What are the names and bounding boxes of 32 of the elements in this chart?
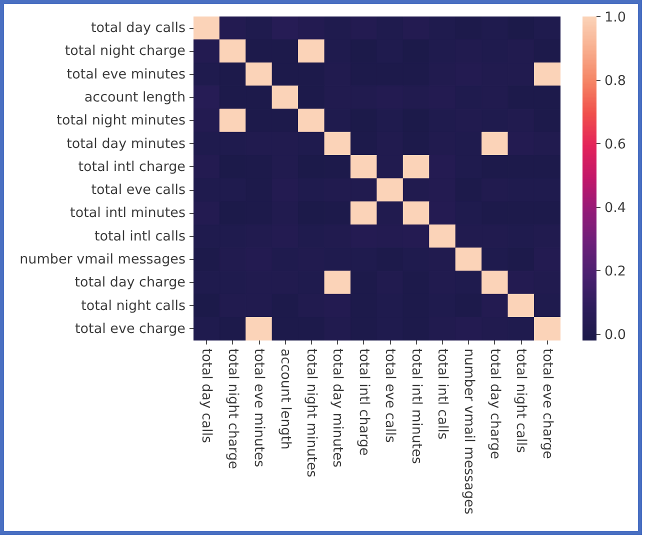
x-tick-label: account length <box>277 348 294 450</box>
color-bar-label: 0.4 <box>604 200 626 216</box>
y-tick-label: total eve minutes <box>66 66 186 82</box>
y-tick-label: account length <box>84 90 186 106</box>
y-tick-label: number vmail messages <box>20 252 186 268</box>
y-tick-label: total day calls <box>90 20 186 36</box>
x-tick-label: total night calls <box>513 348 530 453</box>
color-bar-label: 0.8 <box>604 73 626 90</box>
x-tick-label: total intl minutes <box>408 348 424 464</box>
x-tick-label: total intl calls <box>434 348 451 440</box>
color-bar-label: 1.0 <box>604 10 626 26</box>
x-tick-label: total eve charge <box>539 348 556 459</box>
y-tick-label: total intl minutes <box>70 205 186 222</box>
x-tick-label: total day charge <box>486 348 503 460</box>
x-tick-label: total intl charge <box>356 348 372 456</box>
y-tick-label: total eve charge <box>75 320 186 337</box>
y-tick-label: total intl charge <box>78 158 186 175</box>
y-tick-label: total night charge <box>64 43 186 60</box>
x-tick-label: total eve minutes <box>251 348 268 468</box>
y-tick-label: total day charge <box>74 274 186 291</box>
color-bar-label: 0.2 <box>604 264 626 280</box>
y-tick-label: total night minutes <box>56 112 186 129</box>
x-tick-label: total day minutes <box>330 348 346 468</box>
y-tick-label: total intl calls <box>94 228 186 244</box>
x-tick-label: total night minutes <box>303 348 320 478</box>
color-bar-label: 0.6 <box>604 136 626 153</box>
y-tick-label: total night calls <box>81 298 186 314</box>
color-bar-label: 0.0 <box>604 327 626 344</box>
x-tick-label: number vmail messages <box>460 348 477 514</box>
y-tick-label: total eve calls <box>91 182 186 198</box>
x-tick-label: total eve calls <box>382 348 398 443</box>
y-tick-label: total day minutes <box>66 136 186 152</box>
